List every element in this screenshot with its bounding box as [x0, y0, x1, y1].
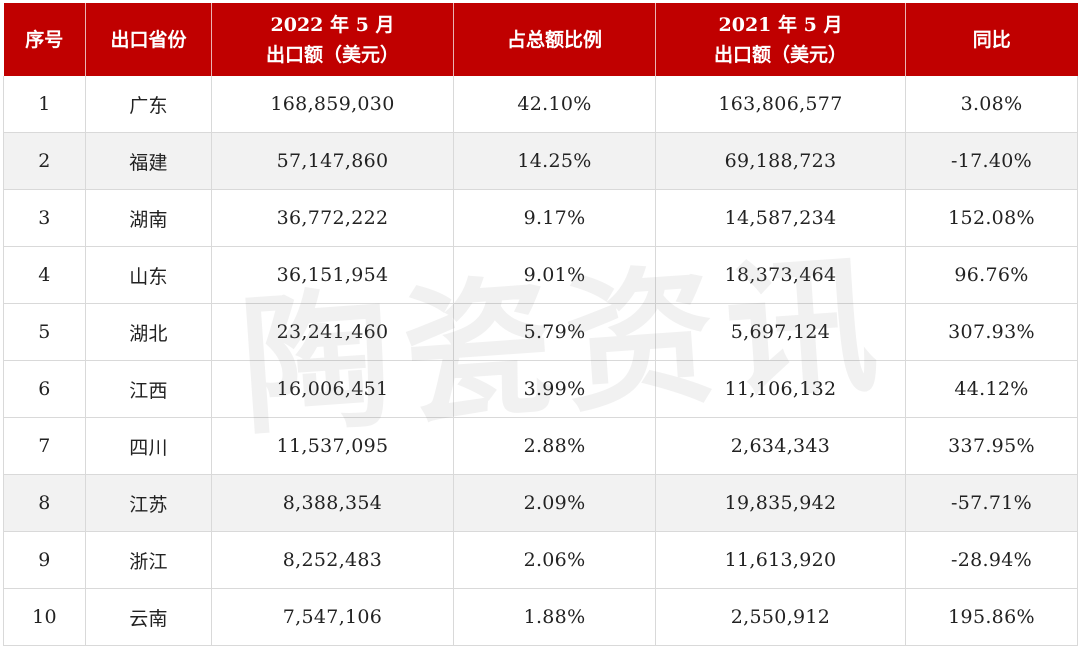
cell-export-2022: 11,537,095	[211, 417, 454, 475]
cell-share: 5.79%	[453, 303, 656, 361]
cell-export-2022: 23,241,460	[211, 303, 454, 361]
export-by-province-table: 序号 出口省份 2022 年 5 月 出口额（美元） 占总额比例 2021 年 …	[3, 3, 1078, 646]
cell-export-2022: 7,547,106	[211, 588, 454, 646]
cell-province: 广东	[85, 76, 212, 133]
cell-export-2021: 14,587,234	[655, 189, 906, 247]
header-share: 占总额比例	[453, 3, 656, 76]
header-rank-label: 序号	[25, 28, 64, 51]
table-row: 4 山东 36,151,954 9.01% 18,373,464 96.76%	[3, 246, 1078, 304]
cell-province: 江苏	[85, 474, 212, 532]
cell-export-2022: 16,006,451	[211, 360, 454, 418]
cell-export-2022: 8,388,354	[211, 474, 454, 532]
cell-export-2022: 36,772,222	[211, 189, 454, 247]
cell-share: 2.09%	[453, 474, 656, 532]
header-yoy-label: 同比	[972, 28, 1011, 51]
cell-export-2021: 163,806,577	[655, 76, 906, 133]
cell-rank: 4	[3, 246, 86, 304]
cell-province: 云南	[85, 588, 212, 646]
header-export-2021-unit: 出口额（美元）	[713, 43, 847, 66]
cell-rank: 9	[3, 531, 86, 589]
header-export-2021: 2021 年 5 月 出口额（美元）	[655, 3, 906, 76]
cell-yoy: -57.71%	[905, 474, 1078, 532]
table-row: 1 广东 168,859,030 42.10% 163,806,577 3.08…	[3, 76, 1078, 133]
table-row: 5 湖北 23,241,460 5.79% 5,697,124 307.93%	[3, 303, 1078, 361]
cell-yoy: 96.76%	[905, 246, 1078, 304]
cell-province: 福建	[85, 132, 212, 190]
cell-rank: 7	[3, 417, 86, 475]
cell-export-2021: 18,373,464	[655, 246, 906, 304]
cell-share: 42.10%	[453, 76, 656, 133]
header-province-label: 出口省份	[110, 28, 187, 51]
header-row: 序号 出口省份 2022 年 5 月 出口额（美元） 占总额比例 2021 年 …	[3, 3, 1078, 76]
cell-share: 1.88%	[453, 588, 656, 646]
cell-rank: 3	[3, 189, 86, 247]
cell-rank: 1	[3, 76, 86, 133]
cell-share: 9.17%	[453, 189, 656, 247]
table-row: 9 浙江 8,252,483 2.06% 11,613,920 -28.94%	[3, 531, 1078, 589]
table-row: 10 云南 7,547,106 1.88% 2,550,912 195.86%	[3, 588, 1078, 646]
cell-share: 14.25%	[453, 132, 656, 190]
cell-province: 湖北	[85, 303, 212, 361]
header-province: 出口省份	[85, 3, 212, 76]
export-table-container: 序号 出口省份 2022 年 5 月 出口额（美元） 占总额比例 2021 年 …	[3, 3, 1078, 646]
cell-export-2022: 36,151,954	[211, 246, 454, 304]
cell-rank: 10	[3, 588, 86, 646]
cell-rank: 5	[3, 303, 86, 361]
cell-export-2021: 2,550,912	[655, 588, 906, 646]
table-row: 2 福建 57,147,860 14.25% 69,188,723 -17.40…	[3, 132, 1078, 190]
cell-yoy: -28.94%	[905, 531, 1078, 589]
cell-export-2021: 69,188,723	[655, 132, 906, 190]
header-share-label: 占总额比例	[506, 28, 602, 51]
table-body: 1 广东 168,859,030 42.10% 163,806,577 3.08…	[3, 76, 1078, 646]
cell-yoy: 195.86%	[905, 588, 1078, 646]
cell-rank: 2	[3, 132, 86, 190]
cell-yoy: 337.95%	[905, 417, 1078, 475]
cell-rank: 8	[3, 474, 86, 532]
cell-share: 2.06%	[453, 531, 656, 589]
cell-yoy: 307.93%	[905, 303, 1078, 361]
header-export-2022: 2022 年 5 月 出口额（美元）	[211, 3, 454, 76]
table-row: 3 湖南 36,772,222 9.17% 14,587,234 152.08%	[3, 189, 1078, 247]
cell-export-2021: 5,697,124	[655, 303, 906, 361]
header-yoy: 同比	[905, 3, 1078, 76]
cell-yoy: 44.12%	[905, 360, 1078, 418]
header-export-2021-period: 2021 年 5 月	[718, 13, 843, 36]
cell-province: 山东	[85, 246, 212, 304]
cell-share: 3.99%	[453, 360, 656, 418]
table-row: 7 四川 11,537,095 2.88% 2,634,343 337.95%	[3, 417, 1078, 475]
cell-yoy: -17.40%	[905, 132, 1078, 190]
cell-province: 浙江	[85, 531, 212, 589]
cell-province: 湖南	[85, 189, 212, 247]
cell-share: 2.88%	[453, 417, 656, 475]
cell-export-2021: 11,613,920	[655, 531, 906, 589]
cell-rank: 6	[3, 360, 86, 418]
cell-export-2021: 19,835,942	[655, 474, 906, 532]
cell-export-2021: 11,106,132	[655, 360, 906, 418]
table-header: 序号 出口省份 2022 年 5 月 出口额（美元） 占总额比例 2021 年 …	[3, 3, 1078, 76]
table-row: 6 江西 16,006,451 3.99% 11,106,132 44.12%	[3, 360, 1078, 418]
cell-yoy: 152.08%	[905, 189, 1078, 247]
table-row: 8 江苏 8,388,354 2.09% 19,835,942 -57.71%	[3, 474, 1078, 532]
header-export-2022-period: 2022 年 5 月	[270, 13, 395, 36]
header-rank: 序号	[3, 3, 86, 76]
header-export-2022-unit: 出口额（美元）	[265, 43, 399, 66]
cell-yoy: 3.08%	[905, 76, 1078, 133]
cell-export-2022: 168,859,030	[211, 76, 454, 133]
cell-share: 9.01%	[453, 246, 656, 304]
cell-province: 江西	[85, 360, 212, 418]
cell-province: 四川	[85, 417, 212, 475]
cell-export-2021: 2,634,343	[655, 417, 906, 475]
cell-export-2022: 8,252,483	[211, 531, 454, 589]
cell-export-2022: 57,147,860	[211, 132, 454, 190]
